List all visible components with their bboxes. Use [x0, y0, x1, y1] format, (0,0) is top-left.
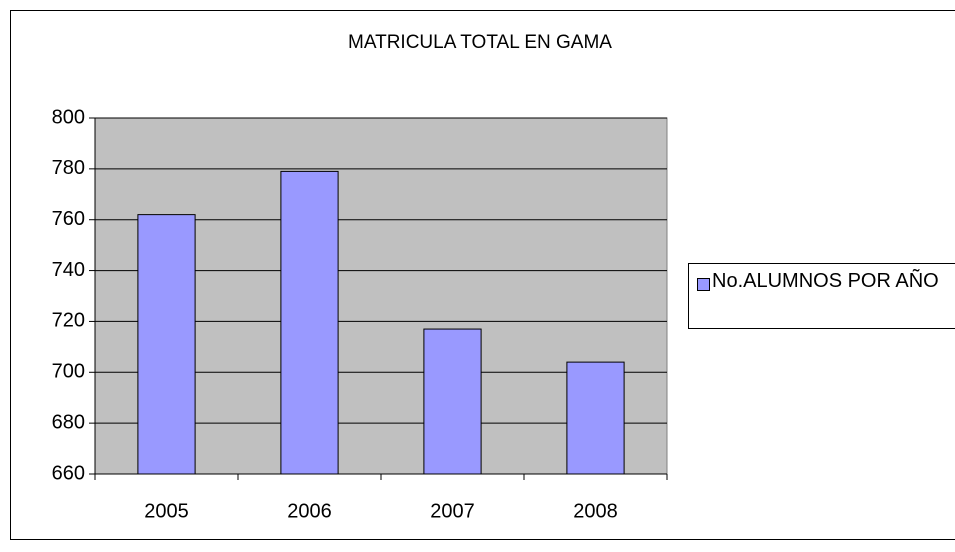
x-tick-label: 2005 — [144, 500, 189, 522]
x-tick-label: 2006 — [287, 500, 332, 522]
y-tick-label: 660 — [52, 462, 85, 484]
y-tick-label: 700 — [52, 361, 85, 383]
y-tick-label: 720 — [52, 310, 85, 332]
legend: No.ALUMNOS POR AÑO — [688, 263, 955, 329]
bar — [280, 170, 339, 475]
bar — [137, 214, 196, 475]
chart-title: MATRICULA TOTAL EN GAMA — [348, 32, 612, 53]
y-tick-label: 800 — [52, 106, 85, 128]
bar — [566, 361, 625, 475]
legend-swatch — [697, 278, 710, 291]
y-tick-label: 780 — [52, 157, 85, 179]
y-tick-label: 760 — [52, 208, 85, 230]
x-tick-label: 2007 — [430, 500, 475, 522]
legend-label: No.ALUMNOS POR AÑO — [712, 270, 939, 292]
x-tick-label: 2008 — [573, 500, 618, 522]
y-tick-label: 680 — [52, 411, 85, 433]
y-tick-label: 740 — [52, 259, 85, 281]
bar — [423, 328, 482, 475]
